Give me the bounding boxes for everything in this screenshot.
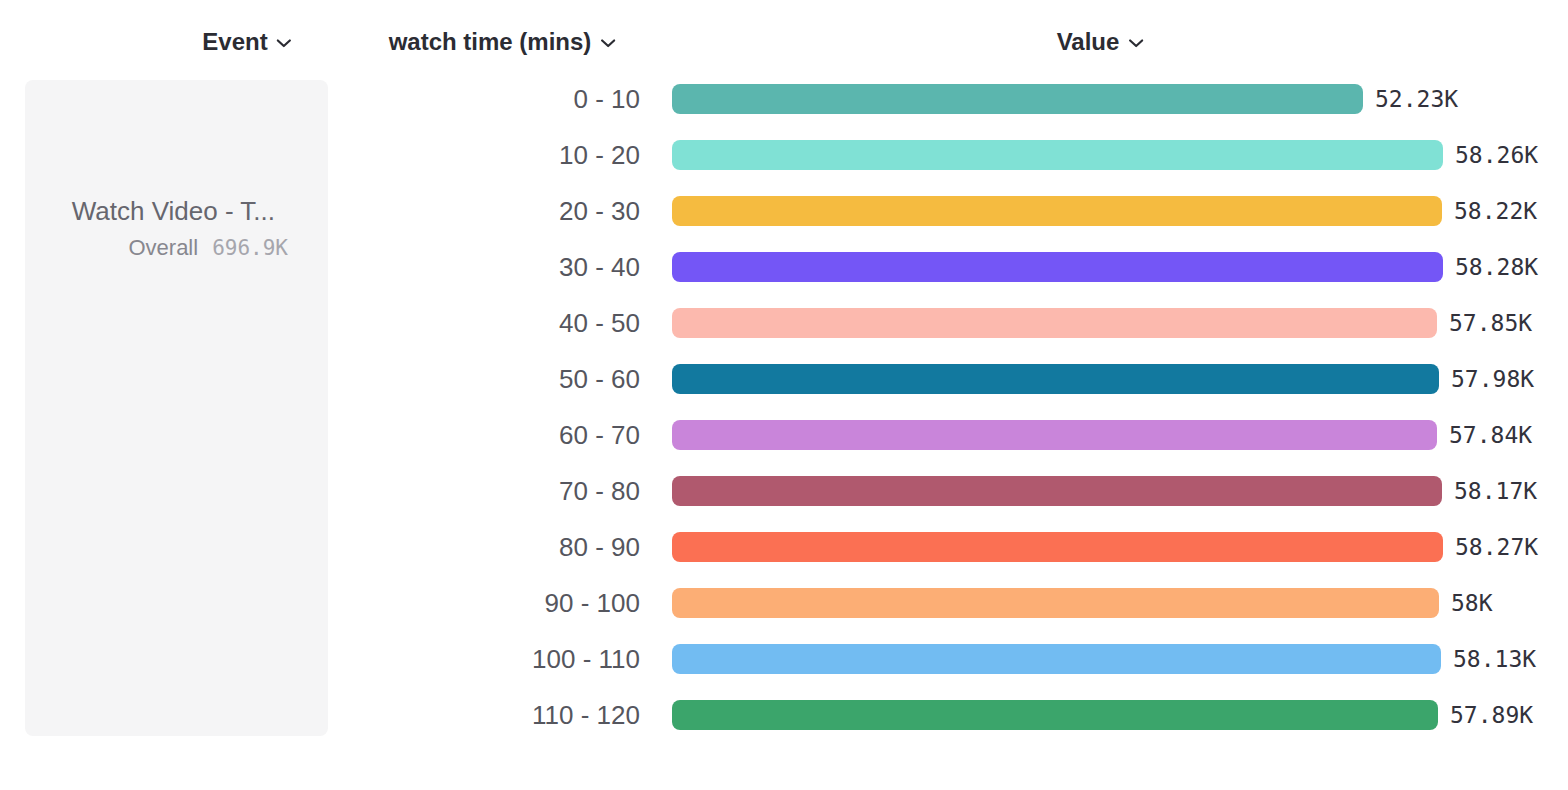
bucket-label: 70 - 80 — [0, 476, 640, 507]
bucket-label: 60 - 70 — [0, 420, 640, 451]
bar[interactable] — [672, 364, 1439, 394]
bucket-label: 10 - 20 — [0, 140, 640, 171]
chevron-down-icon — [277, 39, 292, 48]
column-header-event-label: Event — [202, 28, 267, 56]
value-label: 58K — [1451, 590, 1493, 616]
chart-row: 100 - 110 58.13K — [0, 631, 1568, 687]
column-header-value[interactable]: Value — [1057, 28, 1144, 56]
chart-row: 110 - 120 57.89K — [0, 687, 1568, 743]
chart-row: 0 - 10 52.23K — [0, 71, 1568, 127]
bucket-label: 20 - 30 — [0, 196, 640, 227]
chart-row: 20 - 30 58.22K — [0, 183, 1568, 239]
bucket-label: 0 - 10 — [0, 84, 640, 115]
bar[interactable] — [672, 308, 1437, 338]
bar[interactable] — [672, 532, 1443, 562]
value-label: 52.23K — [1375, 86, 1458, 112]
bar[interactable] — [672, 252, 1443, 282]
bucket-label: 40 - 50 — [0, 308, 640, 339]
chevron-down-icon — [1128, 39, 1143, 48]
bar[interactable] — [672, 476, 1442, 506]
value-label: 58.13K — [1453, 646, 1536, 672]
value-label: 58.28K — [1455, 254, 1538, 280]
bar[interactable] — [672, 588, 1439, 618]
bucket-label: 30 - 40 — [0, 252, 640, 283]
column-header-event[interactable]: Event — [202, 28, 291, 56]
value-label: 58.26K — [1455, 142, 1538, 168]
chart-row: 30 - 40 58.28K — [0, 239, 1568, 295]
value-label: 57.98K — [1451, 366, 1534, 392]
value-label: 58.22K — [1454, 198, 1537, 224]
bar[interactable] — [672, 644, 1441, 674]
bar-chart-rows: 0 - 10 52.23K 10 - 20 58.26K 20 - 30 58.… — [0, 71, 1568, 743]
chart-row: 50 - 60 57.98K — [0, 351, 1568, 407]
value-label: 57.89K — [1450, 702, 1533, 728]
bar[interactable] — [672, 700, 1438, 730]
bucket-label: 80 - 90 — [0, 532, 640, 563]
chevron-down-icon — [600, 39, 615, 48]
value-label: 58.17K — [1454, 478, 1537, 504]
bar[interactable] — [672, 420, 1437, 450]
bucket-label: 90 - 100 — [0, 588, 640, 619]
chart-row: 80 - 90 58.27K — [0, 519, 1568, 575]
chart-row: 10 - 20 58.26K — [0, 127, 1568, 183]
value-label: 58.27K — [1455, 534, 1538, 560]
bucket-label: 50 - 60 — [0, 364, 640, 395]
value-label: 57.84K — [1449, 422, 1532, 448]
value-label: 57.85K — [1449, 310, 1532, 336]
chart-row: 40 - 50 57.85K — [0, 295, 1568, 351]
chart-row: 90 - 100 58K — [0, 575, 1568, 631]
column-header-watch-time[interactable]: watch time (mins) — [389, 28, 616, 56]
column-header-watch-time-label: watch time (mins) — [389, 28, 592, 56]
bar[interactable] — [672, 84, 1363, 114]
chart-row: 70 - 80 58.17K — [0, 463, 1568, 519]
bucket-label: 100 - 110 — [0, 644, 640, 675]
column-header-value-label: Value — [1057, 28, 1120, 56]
bar[interactable] — [672, 140, 1443, 170]
chart-row: 60 - 70 57.84K — [0, 407, 1568, 463]
bucket-label: 110 - 120 — [0, 700, 640, 731]
bar[interactable] — [672, 196, 1442, 226]
